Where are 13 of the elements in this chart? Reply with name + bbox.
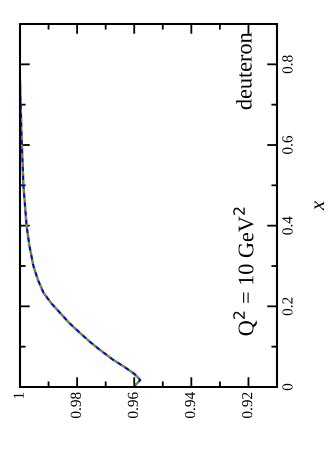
annotation: Q$^{2}$ = 10 GeV$^{2}$ — [233, 208, 257, 336]
y-axis-title: x — [314, 201, 324, 210]
x-tick-label: 0.94 — [184, 392, 196, 418]
y-tick-label: 0.6 — [282, 136, 293, 154]
x-tick-label: 0.98 — [70, 392, 81, 418]
x-tick-label: 0.92 — [242, 392, 252, 418]
annotation: deuteron — [236, 32, 252, 110]
y-tick-label: 0.2 — [282, 298, 293, 316]
x-tick-label: 0.96 — [128, 392, 138, 418]
y-tick-label: 0.4 — [282, 216, 293, 235]
y-tick-label: 0 — [282, 384, 293, 390]
y-tick-label: 0.8 — [282, 55, 293, 74]
x-tick-label: 1 — [14, 392, 24, 398]
